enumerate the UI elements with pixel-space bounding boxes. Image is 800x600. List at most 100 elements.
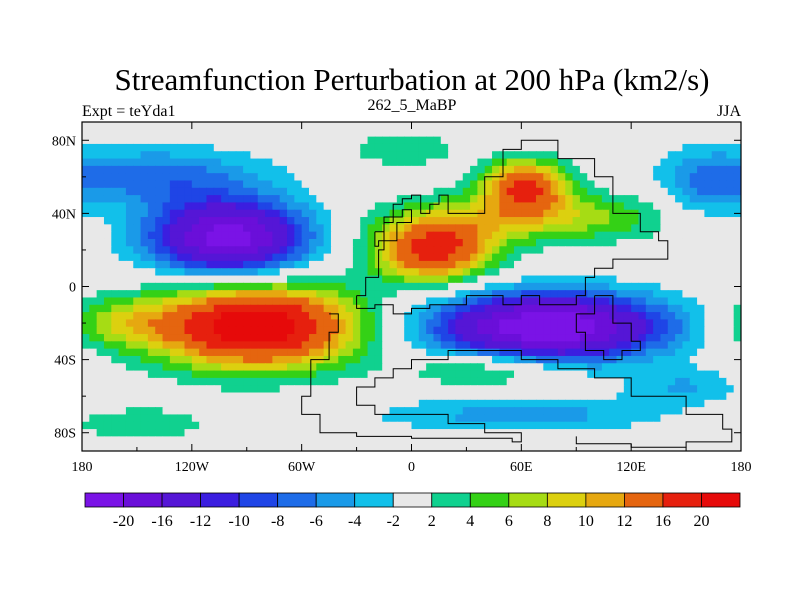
field-cell [601, 363, 610, 372]
field-cell [125, 209, 134, 218]
field-cell [543, 377, 552, 386]
field-cell [675, 122, 684, 130]
field-cell [133, 173, 142, 182]
field-cell [301, 187, 310, 196]
field-cell [506, 421, 515, 430]
field-cell [521, 173, 530, 182]
field-cell [169, 231, 178, 240]
field-cell [565, 297, 574, 306]
field-cell [169, 399, 178, 408]
field-cell [360, 217, 369, 225]
field-cell [191, 246, 200, 255]
field-cell [235, 151, 244, 160]
field-cell [653, 312, 662, 320]
field-cell [330, 282, 339, 291]
field-cell [675, 363, 684, 372]
field-cell [572, 253, 581, 262]
x-tick-label: 180 [72, 460, 93, 475]
field-cell [579, 275, 588, 284]
field-cell [682, 165, 691, 174]
field-cell [82, 180, 90, 189]
field-cell [272, 129, 281, 138]
field-cell [147, 209, 156, 218]
field-cell [521, 304, 530, 313]
field-cell [411, 399, 420, 408]
field-cell [140, 187, 149, 196]
field-cell [169, 143, 178, 152]
field-cell [594, 385, 603, 394]
field-cell [396, 355, 405, 364]
field-cell [557, 224, 566, 233]
field-cell [250, 421, 259, 430]
field-cell [675, 348, 684, 357]
field-cell [557, 268, 566, 277]
field-cell [660, 238, 669, 247]
field-cell [330, 348, 339, 357]
field-cell [140, 122, 149, 130]
field-cell [206, 399, 215, 408]
field-cell [697, 392, 705, 401]
field-cell [155, 341, 164, 350]
field-cell [111, 348, 120, 357]
field-cell [338, 304, 347, 313]
field-cell [565, 290, 574, 299]
field-cell [418, 443, 427, 451]
field-cell [557, 297, 566, 306]
field-cell [572, 165, 581, 174]
field-cell [667, 399, 676, 408]
field-cell [191, 348, 200, 357]
field-cell [675, 334, 684, 342]
field-cell [82, 421, 90, 430]
field-cell [623, 202, 632, 211]
field-cell [352, 224, 361, 233]
field-cell [191, 334, 200, 342]
field-cell [587, 297, 596, 306]
field-cell [265, 392, 273, 401]
field-cell [235, 414, 244, 423]
field-cell [587, 392, 596, 401]
field-cell [111, 326, 120, 335]
field-cell [719, 224, 727, 233]
field-cell [477, 180, 486, 189]
field-cell [514, 209, 522, 218]
field-cell [404, 231, 413, 240]
field-cell [272, 421, 281, 430]
field-cell [528, 246, 537, 255]
field-cell [221, 297, 230, 306]
field-cell [111, 275, 120, 284]
field-cell [118, 209, 127, 218]
field-cell [155, 385, 164, 394]
field-cell [601, 377, 610, 386]
field-cell [228, 348, 237, 357]
field-cell [294, 195, 303, 204]
field-cell [528, 421, 537, 430]
field-cell [689, 385, 698, 394]
field-cell [89, 158, 98, 167]
field-cell [601, 312, 610, 320]
field-cell [177, 282, 186, 291]
field-cell [455, 297, 464, 306]
field-cell [565, 377, 574, 386]
field-cell [711, 326, 720, 335]
field-cell [250, 275, 259, 284]
field-cell [506, 399, 515, 408]
field-cell [352, 268, 361, 277]
field-cell [426, 260, 435, 269]
field-cell [675, 195, 684, 204]
field-cell [645, 195, 654, 204]
field-cell [177, 290, 186, 299]
field-cell [667, 341, 676, 350]
field-cell [147, 385, 156, 394]
field-cell [169, 304, 178, 313]
field-cell [448, 304, 457, 313]
field-cell [250, 297, 259, 306]
field-cell [279, 217, 288, 225]
field-cell [382, 268, 391, 277]
field-cell [389, 290, 398, 299]
field-cell [338, 143, 347, 152]
field-cell [697, 268, 705, 277]
field-cell [374, 304, 383, 313]
field-cell [565, 260, 574, 269]
field-cell [221, 158, 230, 167]
field-cell [96, 224, 105, 233]
